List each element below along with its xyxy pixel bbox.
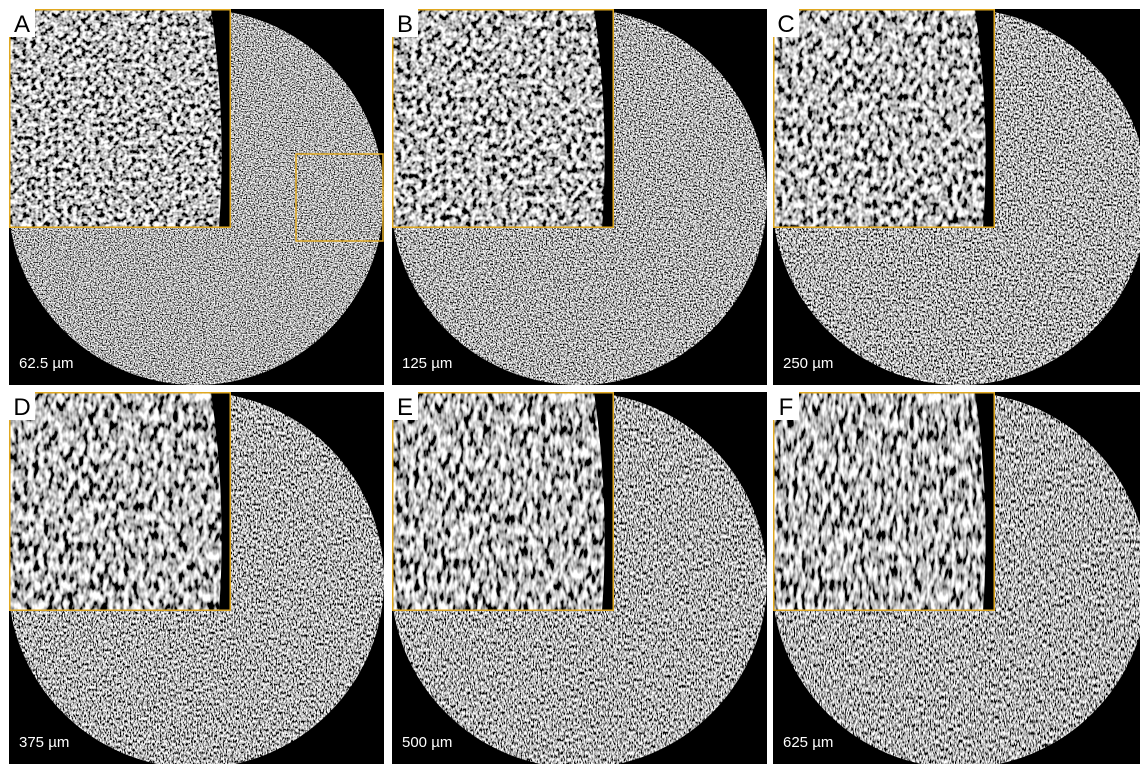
ct-image: E 500 µm (392, 392, 767, 764)
inset-texture (392, 392, 614, 611)
ct-image: B 125 µm (392, 9, 767, 385)
scale-label: 125 µm (402, 355, 452, 372)
image-panel: F 625 µm (773, 392, 1140, 764)
inset-texture (773, 9, 995, 228)
inset-texture (9, 392, 231, 611)
scale-label: 250 µm (783, 355, 833, 372)
zoom-inset (773, 9, 995, 228)
image-panel: C 250 µm (773, 9, 1140, 385)
panel-letter: A (14, 11, 30, 38)
figure: A 62.5 µm B 125 µm C 250 µm D 375 µm E 500 µm F 625… (0, 0, 1140, 764)
inset-texture (392, 9, 614, 228)
scale-label: 62.5 µm (19, 355, 74, 372)
zoom-inset (392, 392, 614, 611)
panel-letter: C (777, 11, 794, 38)
panel-letter: F (779, 394, 794, 421)
ct-image: F 625 µm (773, 392, 1140, 764)
zoom-inset (9, 9, 231, 228)
panel-letter: E (397, 394, 413, 421)
image-panel: A 62.5 µm (9, 9, 384, 385)
zoom-inset (773, 392, 995, 611)
image-panel: D 375 µm (9, 392, 384, 764)
ct-image: D 375 µm (9, 392, 384, 764)
zoom-inset (9, 392, 231, 611)
panel-letter: B (397, 11, 413, 38)
image-panel: E 500 µm (392, 392, 767, 764)
ct-image: A 62.5 µm (9, 9, 384, 385)
inset-texture (773, 392, 995, 611)
inset-texture (9, 9, 231, 228)
scale-label: 500 µm (402, 734, 452, 751)
panel-letter: D (13, 394, 30, 421)
scale-label: 375 µm (19, 734, 69, 751)
scale-label: 625 µm (783, 734, 833, 751)
image-panel: B 125 µm (392, 9, 767, 385)
zoom-inset (392, 9, 614, 228)
ct-image: C 250 µm (773, 9, 1140, 385)
